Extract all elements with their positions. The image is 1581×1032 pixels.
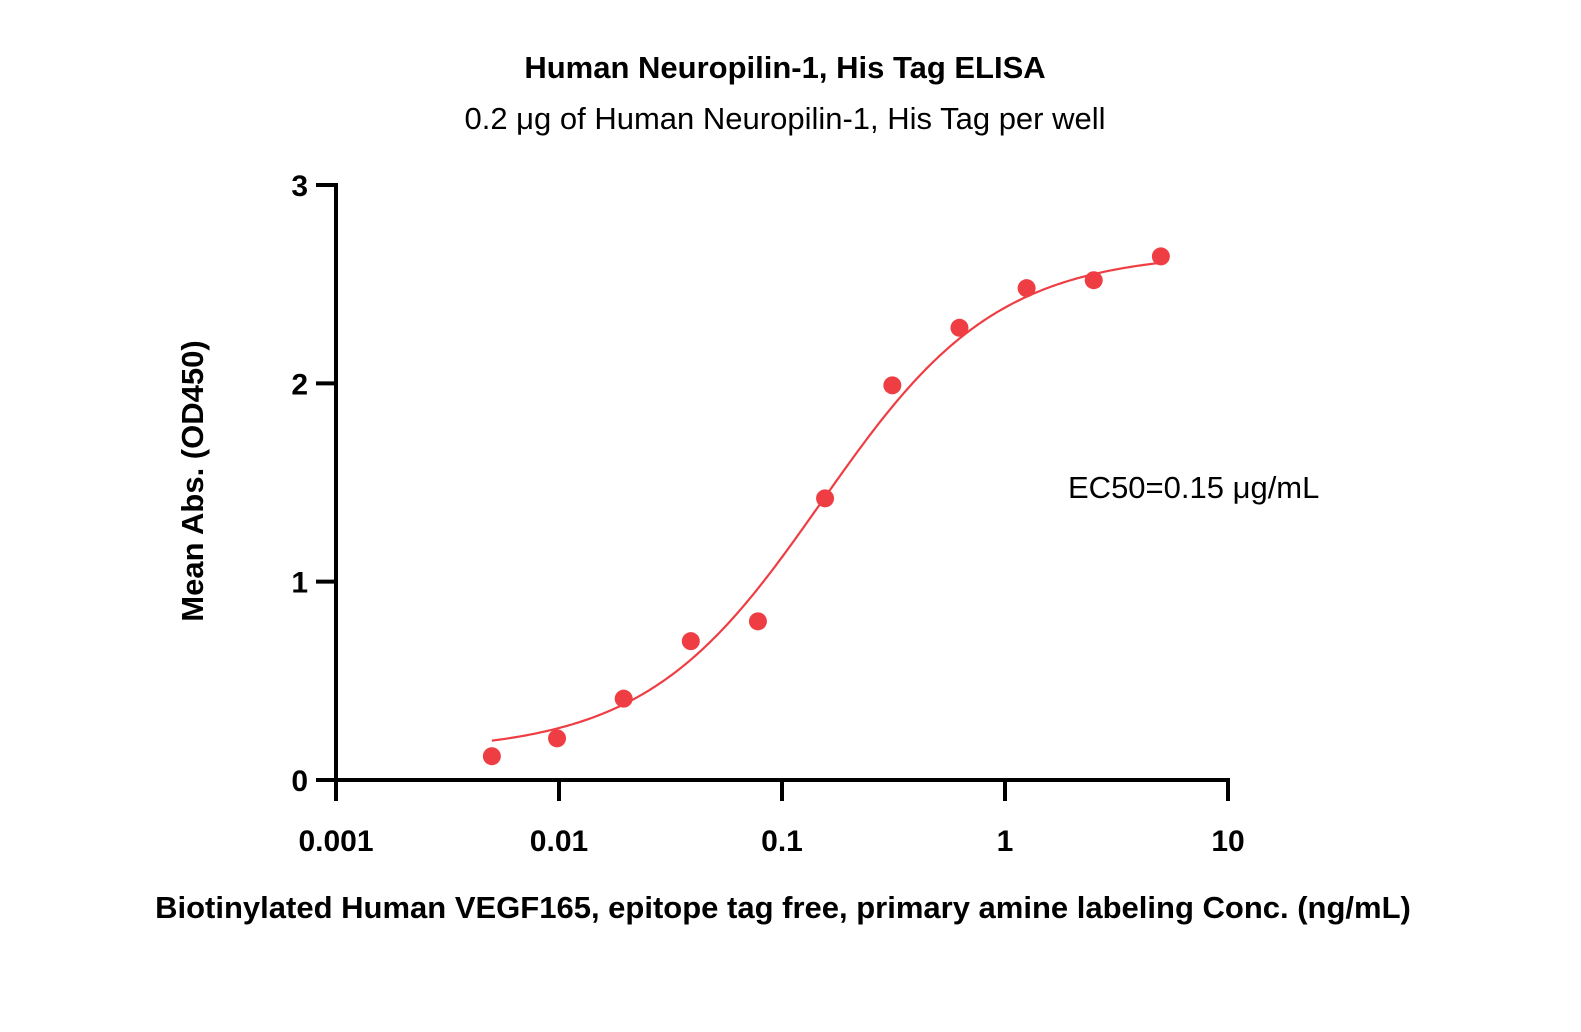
y-tick-label: 3: [291, 170, 308, 203]
data-points: [482, 247, 1170, 766]
x-tick-label: 1: [997, 825, 1014, 858]
data-point: [748, 612, 767, 631]
data-point: [816, 489, 835, 508]
ec50-annotation: EC50=0.15 μg/mL: [1068, 470, 1319, 505]
data-point: [681, 632, 700, 651]
x-tick-label: 0.01: [530, 825, 588, 858]
x-axis-ticks: 0.001 0.01 0.1 1 10: [298, 780, 1245, 858]
data-point: [548, 729, 567, 748]
data-point: [1151, 247, 1170, 266]
data-point: [883, 376, 902, 395]
chart-subtitle: 0.2 μg of Human Neuropilin-1, His Tag pe…: [464, 101, 1105, 136]
y-tick-label: 1: [291, 567, 308, 600]
data-point: [614, 689, 633, 708]
x-tick-label: 0.001: [298, 825, 373, 858]
x-tick-label: 0.1: [761, 825, 803, 858]
data-point: [950, 318, 969, 337]
data-point: [1084, 271, 1103, 290]
x-tick-label: 10: [1211, 825, 1244, 858]
data-point: [482, 747, 501, 766]
data-point: [1017, 279, 1036, 298]
chart-title: Human Neuropilin-1, His Tag ELISA: [524, 50, 1045, 85]
x-axis-label: Biotinylated Human VEGF165, epitope tag …: [155, 890, 1411, 925]
y-tick-label: 2: [291, 368, 308, 401]
y-tick-label: 0: [291, 765, 308, 798]
y-axis-label: Mean Abs. (OD450): [175, 340, 210, 621]
y-axis-ticks: 0 1 2 3: [291, 170, 336, 798]
